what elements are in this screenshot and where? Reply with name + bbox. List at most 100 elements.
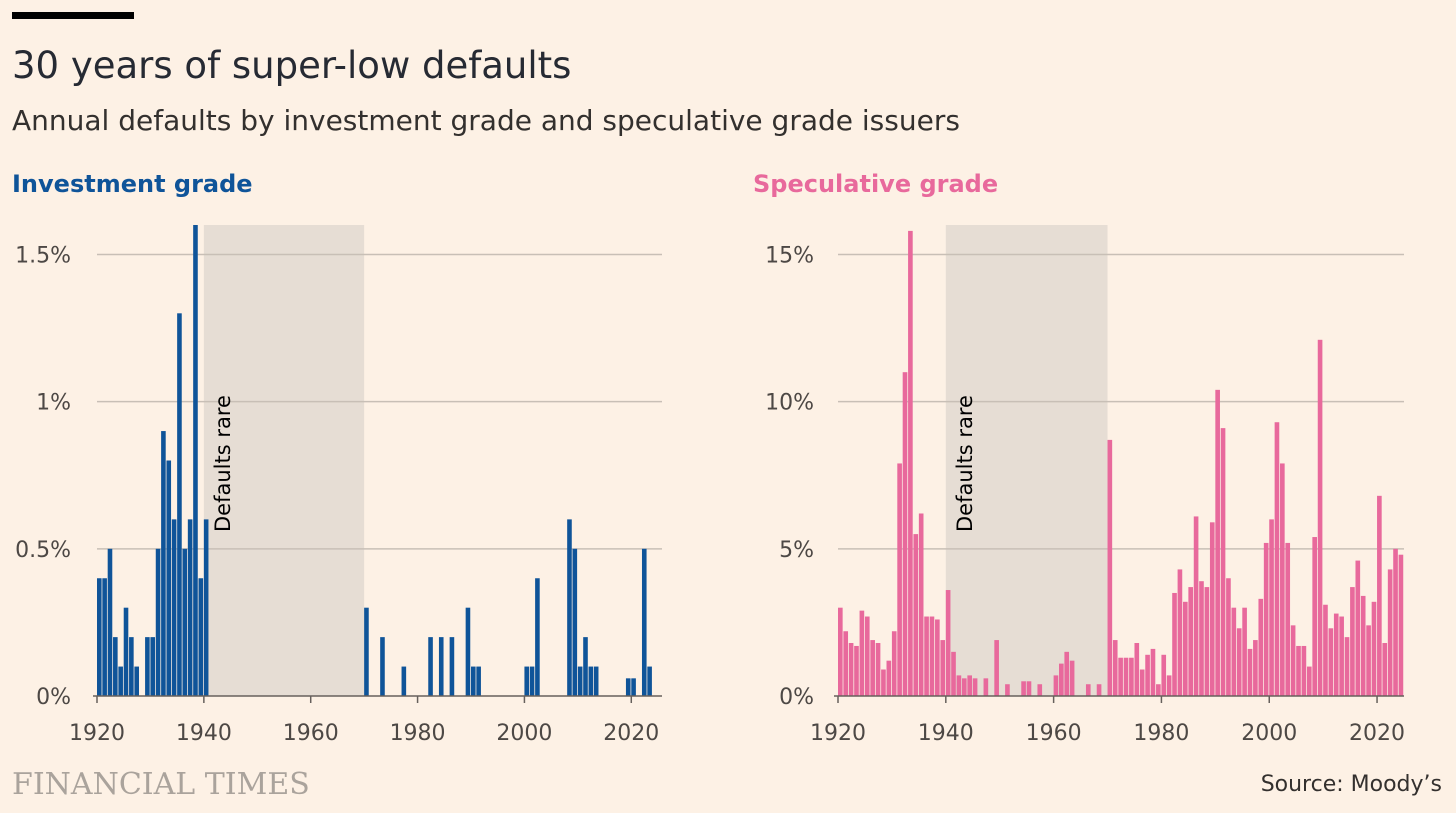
bar bbox=[1182, 601, 1188, 696]
bar bbox=[902, 372, 908, 696]
bar bbox=[380, 637, 385, 696]
bar bbox=[1263, 542, 1269, 696]
bar bbox=[1355, 560, 1361, 696]
bar bbox=[1005, 684, 1010, 696]
ft-logo: FINANCIAL TIMES bbox=[12, 767, 310, 802]
bar bbox=[1366, 625, 1371, 696]
x-tick-label: 2000 bbox=[1241, 721, 1297, 746]
bar bbox=[171, 519, 177, 696]
bar bbox=[940, 640, 946, 696]
bar bbox=[956, 675, 962, 696]
bar bbox=[864, 616, 870, 696]
bar bbox=[1096, 684, 1102, 696]
bar bbox=[647, 666, 652, 696]
y-tick-label: 1.5% bbox=[15, 243, 71, 268]
bar bbox=[583, 637, 588, 696]
bar bbox=[631, 678, 636, 696]
bar bbox=[1026, 681, 1032, 696]
x-tick-label: 1960 bbox=[283, 721, 339, 746]
bar bbox=[1258, 598, 1264, 696]
bar bbox=[891, 631, 897, 696]
bar bbox=[1253, 640, 1258, 696]
y-tick-label: 5% bbox=[779, 538, 814, 563]
bar bbox=[145, 637, 150, 696]
brand-bar bbox=[12, 12, 134, 19]
bar bbox=[593, 666, 599, 696]
bar bbox=[1301, 645, 1307, 696]
bar bbox=[113, 637, 118, 696]
bar bbox=[881, 669, 886, 696]
bar bbox=[438, 637, 444, 696]
bar bbox=[567, 519, 572, 696]
bar bbox=[1134, 643, 1140, 696]
bar bbox=[1236, 628, 1242, 696]
bar bbox=[1377, 495, 1382, 696]
bar bbox=[1280, 463, 1285, 696]
bar bbox=[1059, 663, 1064, 696]
bar bbox=[1037, 684, 1043, 696]
bar bbox=[1269, 519, 1274, 696]
bar bbox=[193, 225, 198, 696]
bar bbox=[401, 666, 407, 696]
bar bbox=[859, 610, 865, 696]
bar bbox=[1112, 640, 1118, 696]
bar bbox=[1393, 548, 1398, 696]
bar bbox=[1328, 628, 1334, 696]
bar bbox=[155, 548, 161, 696]
bar bbox=[428, 637, 433, 696]
bar bbox=[951, 651, 956, 696]
bar bbox=[1317, 339, 1323, 696]
bar bbox=[1296, 645, 1301, 696]
bar bbox=[1150, 648, 1156, 696]
bar bbox=[924, 616, 929, 696]
x-tick-label: 2000 bbox=[496, 721, 552, 746]
chart-title: 30 years of super-low defaults bbox=[12, 44, 572, 87]
bar bbox=[123, 607, 129, 696]
x-tick-label: 1960 bbox=[1026, 721, 1082, 746]
bar bbox=[983, 678, 989, 696]
bar bbox=[161, 431, 166, 696]
bar bbox=[1306, 666, 1312, 696]
bar bbox=[129, 637, 134, 696]
bar bbox=[1172, 592, 1177, 696]
investment-grade-chart: 0% 0.5% 1% 1.5% 1920 1940 1960 1980 2000 2020 Defa… bbox=[15, 225, 662, 746]
bar bbox=[535, 578, 540, 696]
bar bbox=[1285, 542, 1291, 696]
bar bbox=[1274, 422, 1280, 696]
bar bbox=[1129, 657, 1134, 696]
bar bbox=[1156, 684, 1161, 696]
bar bbox=[886, 660, 892, 696]
shaded-region-label: Defaults rare bbox=[211, 395, 235, 532]
bar bbox=[1215, 389, 1220, 696]
x-tick-label: 1920 bbox=[69, 721, 125, 746]
bar bbox=[166, 460, 172, 696]
bar bbox=[1021, 681, 1026, 696]
panel-title-speculative-grade: Speculative grade bbox=[753, 170, 999, 198]
bar bbox=[1312, 537, 1317, 696]
bar bbox=[1193, 516, 1199, 696]
bar bbox=[994, 640, 999, 696]
bar bbox=[1145, 654, 1150, 696]
bar bbox=[134, 666, 139, 696]
bar bbox=[529, 666, 535, 696]
bar bbox=[1339, 616, 1344, 696]
bar bbox=[945, 590, 951, 696]
bar bbox=[1085, 684, 1091, 696]
bar bbox=[1333, 613, 1339, 696]
x-tick-label: 1920 bbox=[810, 721, 866, 746]
bar bbox=[1231, 607, 1237, 696]
bar bbox=[1350, 587, 1355, 696]
bar bbox=[449, 637, 455, 696]
bar bbox=[577, 666, 583, 696]
y-tick-label: 0% bbox=[36, 685, 71, 710]
bar bbox=[1398, 554, 1404, 696]
bar bbox=[364, 607, 369, 696]
bar bbox=[961, 678, 967, 696]
bar bbox=[150, 637, 156, 696]
y-tick-label: 10% bbox=[765, 391, 814, 416]
bar bbox=[1199, 581, 1204, 696]
bar bbox=[588, 666, 594, 696]
bar bbox=[1371, 601, 1377, 696]
bar bbox=[1290, 625, 1296, 696]
bar bbox=[97, 578, 102, 696]
